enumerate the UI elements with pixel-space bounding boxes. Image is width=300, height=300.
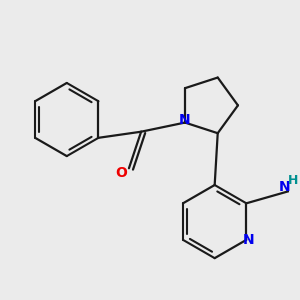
Text: H: H [287, 174, 298, 187]
Text: O: O [115, 166, 127, 180]
Text: N: N [178, 113, 190, 127]
Text: N: N [243, 233, 255, 248]
Text: N: N [279, 180, 291, 194]
